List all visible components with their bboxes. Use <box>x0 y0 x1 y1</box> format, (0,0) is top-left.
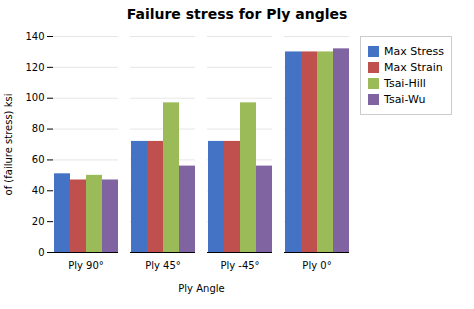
svg-text:120: 120 <box>25 62 44 73</box>
html-text:Tsai-Wu: Tsai-Wu <box>384 93 426 106</box>
svg-text:Ply 0°: Ply 0° <box>302 260 331 271</box>
svg-text:Ply Angle: Ply Angle <box>178 283 224 294</box>
svg-text:Ply 45°: Ply 45° <box>145 260 181 271</box>
svg-text:20: 20 <box>32 216 45 227</box>
html-text:Failure stress for Ply angles: Failure stress for Ply angles <box>126 6 348 22</box>
svg-text:40: 40 <box>32 185 45 196</box>
svg-text:0: 0 <box>38 247 44 258</box>
svg-text:60: 60 <box>32 154 45 165</box>
svg-text:Ply 90°: Ply 90° <box>68 260 104 271</box>
svg-text:100: 100 <box>25 92 44 103</box>
svg-text:80: 80 <box>32 123 45 134</box>
html-text:Tsai-Hill: Tsai-Hill <box>384 77 426 90</box>
svg-text:140: 140 <box>25 31 44 42</box>
svg-text:of (failure stress) ksi: of (failure stress) ksi <box>3 94 14 196</box>
svg-text:Ply -45°: Ply -45° <box>220 260 259 271</box>
html-text:Max Stress: Max Stress <box>384 45 444 58</box>
html-text:Max Strain: Max Strain <box>384 61 443 74</box>
